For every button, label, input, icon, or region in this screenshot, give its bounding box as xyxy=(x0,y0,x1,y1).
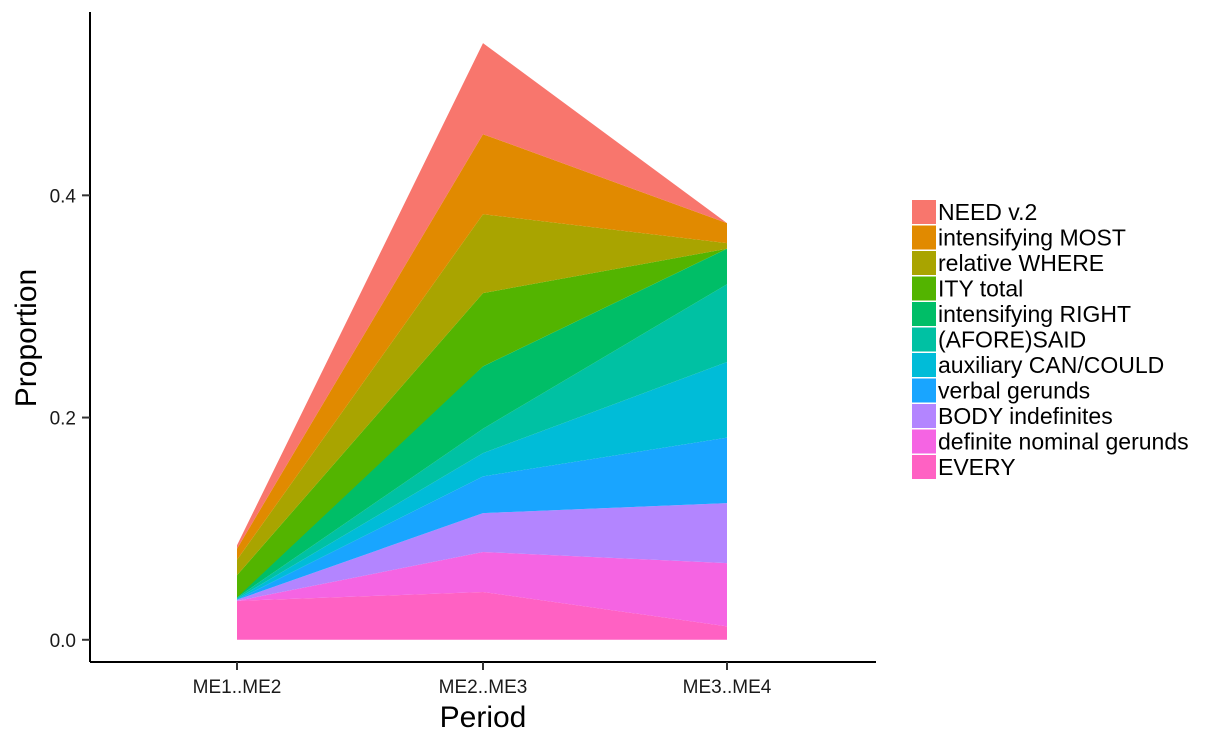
legend-label: verbal gerunds xyxy=(938,378,1090,404)
legend-swatch xyxy=(912,327,936,352)
legend-label: (AFORE)SAID xyxy=(938,327,1086,353)
legend-item: EVERY xyxy=(912,454,1016,480)
legend-item: intensifying RIGHT xyxy=(912,301,1131,327)
legend-swatch xyxy=(912,200,936,224)
y-axis-ticks: 0.0 0.2 0.4 xyxy=(50,186,90,652)
band-auxiliary-can-could xyxy=(237,362,727,600)
legend-swatch xyxy=(912,378,936,403)
legend-label: intensifying MOST xyxy=(938,225,1126,251)
x-tick-label: ME1..ME2 xyxy=(193,677,282,698)
legend-swatch xyxy=(912,302,936,326)
legend-label: definite nominal gerunds xyxy=(938,429,1189,455)
band-definite-nominal-gerunds xyxy=(237,552,727,627)
band-ity-total xyxy=(237,248,727,598)
x-tick-label: ME3..ME4 xyxy=(683,677,772,698)
band-body-indefinites xyxy=(237,503,727,601)
y-axis-title: Proportion xyxy=(10,269,43,407)
band-need-v-2 xyxy=(237,43,727,549)
legend-swatch xyxy=(912,225,936,250)
x-tick-label: ME2..ME3 xyxy=(439,677,528,698)
y-tick-label: 0.0 xyxy=(50,631,76,652)
legend-swatch xyxy=(912,455,936,479)
y-tick-label: 0.4 xyxy=(50,186,77,207)
legend-label: intensifying RIGHT xyxy=(938,301,1131,327)
y-tick-label: 0.2 xyxy=(50,409,76,430)
legend-item: BODY indefinites xyxy=(912,403,1113,429)
x-axis-title: Period xyxy=(440,701,527,733)
legend-item: ITY total xyxy=(912,276,1023,302)
legend-label: relative WHERE xyxy=(938,250,1104,276)
legend-swatch xyxy=(912,429,936,454)
legend-swatch xyxy=(912,276,936,301)
band-verbal-gerunds xyxy=(237,437,727,600)
legend-label: EVERY xyxy=(938,454,1016,480)
legend-item: (AFORE)SAID xyxy=(912,327,1086,353)
chart-bands xyxy=(237,43,727,640)
x-axis-ticks: ME1..ME2 ME2..ME3 ME3..ME4 xyxy=(193,662,772,698)
legend-item: auxiliary CAN/COULD xyxy=(912,352,1164,378)
legend-item: intensifying MOST xyxy=(912,225,1126,251)
legend-label: BODY indefinites xyxy=(938,403,1113,429)
band-relative-where xyxy=(237,214,727,576)
legend-label: NEED v.2 xyxy=(938,199,1037,225)
legend-label: auxiliary CAN/COULD xyxy=(938,352,1164,378)
legend-swatch xyxy=(912,404,936,428)
legend-swatch xyxy=(912,353,936,377)
band-intensifying-right xyxy=(237,248,727,598)
band-afore-said xyxy=(237,284,727,599)
legend-label: ITY total xyxy=(938,276,1023,302)
band-every xyxy=(237,592,727,640)
legend-item: NEED v.2 xyxy=(912,199,1037,225)
legend-item: relative WHERE xyxy=(912,250,1104,276)
legend-swatch xyxy=(912,251,936,275)
legend-item: verbal gerunds xyxy=(912,378,1090,404)
legend-item: definite nominal gerunds xyxy=(912,429,1189,455)
